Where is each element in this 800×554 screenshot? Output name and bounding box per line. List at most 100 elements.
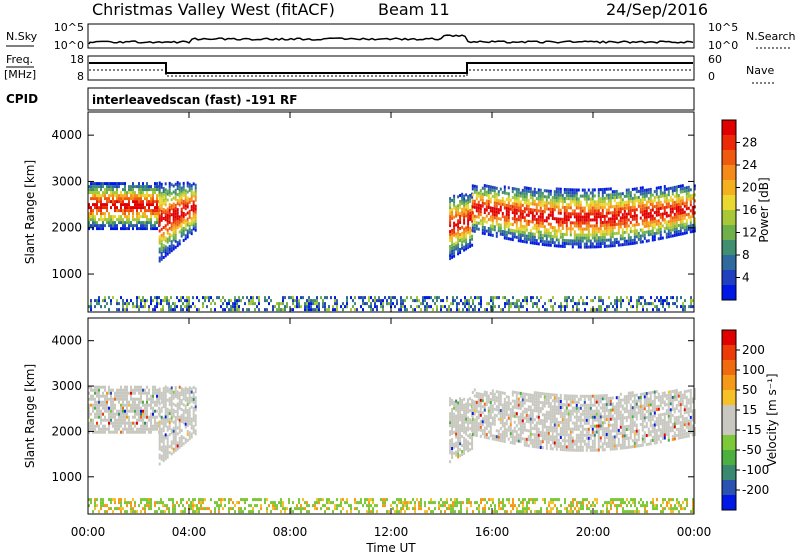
data-cell xyxy=(593,209,596,213)
data-cell xyxy=(515,223,518,227)
data-cell xyxy=(493,216,496,220)
data-cell xyxy=(92,418,94,422)
data-cell xyxy=(603,238,606,242)
data-cell xyxy=(535,197,538,201)
data-cell xyxy=(186,190,189,194)
data-cell xyxy=(134,185,136,189)
data-cell xyxy=(453,206,456,210)
data-cell xyxy=(517,397,520,401)
data-cell xyxy=(186,305,188,309)
data-cell xyxy=(597,203,600,207)
data-cell xyxy=(485,202,488,206)
data-cell xyxy=(469,244,472,248)
data-cell xyxy=(238,299,240,303)
data-cell xyxy=(310,308,312,312)
data-cell xyxy=(162,393,165,397)
data-cell xyxy=(511,405,514,409)
data-cell xyxy=(517,418,520,422)
data-cell xyxy=(567,191,570,195)
data-cell xyxy=(509,435,512,439)
data-cell xyxy=(555,399,558,403)
data-cell xyxy=(100,227,102,231)
data-cell xyxy=(146,188,148,192)
data-cell xyxy=(561,421,564,425)
data-cell xyxy=(168,208,171,212)
data-cell xyxy=(665,220,668,224)
data-cell xyxy=(553,202,556,206)
data-cell xyxy=(559,394,562,397)
data-cell xyxy=(519,224,522,228)
data-cell xyxy=(525,237,528,241)
data-cell xyxy=(597,442,600,446)
data-cell xyxy=(495,408,498,412)
data-cell xyxy=(463,427,466,431)
data-cell xyxy=(575,406,578,410)
data-cell xyxy=(463,430,466,434)
data-cell xyxy=(134,194,136,198)
data-cell xyxy=(569,227,572,231)
data-cell xyxy=(138,197,140,201)
data-cell xyxy=(180,189,183,193)
data-cell xyxy=(501,406,504,410)
data-cell xyxy=(174,236,177,240)
data-cell xyxy=(280,302,282,306)
data-cell xyxy=(537,409,540,413)
data-cell xyxy=(521,437,524,441)
data-cell xyxy=(463,397,466,401)
data-cell xyxy=(555,220,558,224)
data-cell xyxy=(499,433,502,437)
data-cell xyxy=(453,424,456,428)
data-cell xyxy=(620,299,622,303)
data-cell xyxy=(480,296,482,300)
data-cell xyxy=(316,305,318,309)
data-cell xyxy=(144,215,146,219)
data-cell xyxy=(567,212,570,216)
data-cell xyxy=(545,425,548,429)
data-cell xyxy=(490,296,492,300)
data-cell xyxy=(90,182,92,186)
data-cell xyxy=(675,197,678,201)
data-cell xyxy=(390,302,392,306)
data-cell xyxy=(503,424,506,428)
data-cell xyxy=(607,208,610,212)
data-cell xyxy=(519,439,522,443)
data-cell xyxy=(106,185,108,189)
data-cell xyxy=(100,400,102,404)
data-cell xyxy=(475,203,478,207)
data-cell xyxy=(591,203,594,207)
data-cell xyxy=(178,197,181,201)
data-cell xyxy=(192,391,195,395)
data-cell xyxy=(517,436,520,440)
data-cell xyxy=(553,229,556,233)
data-cell xyxy=(110,224,112,228)
data-cell xyxy=(128,391,130,395)
data-cell xyxy=(535,406,538,410)
data-cell xyxy=(567,397,570,401)
data-cell xyxy=(628,299,630,303)
data-cell xyxy=(681,217,684,221)
data-cell xyxy=(178,418,181,422)
data-cell xyxy=(114,209,116,213)
data-cell xyxy=(194,189,197,193)
data-cell xyxy=(282,302,284,306)
data-cell xyxy=(547,222,550,226)
data-cell xyxy=(471,219,474,223)
data-cell xyxy=(516,305,518,309)
data-cell xyxy=(455,444,458,448)
data-cell xyxy=(474,305,476,309)
data-cell xyxy=(587,227,590,231)
data-cell xyxy=(154,191,156,195)
data-cell xyxy=(641,210,644,214)
data-cell xyxy=(660,299,662,303)
data-cell xyxy=(493,213,496,217)
data-cell xyxy=(92,209,94,213)
data-cell xyxy=(662,305,664,309)
data-cell xyxy=(154,308,156,312)
data-cell xyxy=(477,422,480,426)
data-cell xyxy=(170,198,173,202)
data-cell xyxy=(580,296,582,300)
data-cell xyxy=(591,445,594,449)
data-cell xyxy=(473,184,476,188)
data-cell xyxy=(168,391,171,395)
data-cell xyxy=(543,225,546,229)
